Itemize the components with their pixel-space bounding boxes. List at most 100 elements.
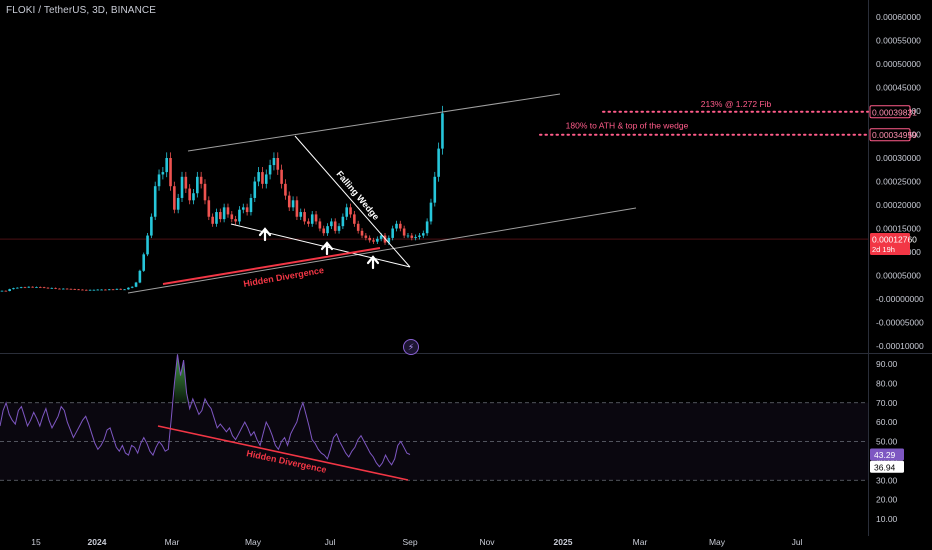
target-price-tag-1 (869, 105, 911, 119)
candle (192, 193, 195, 201)
candle (310, 214, 314, 224)
candle (173, 186, 176, 210)
target-price-tag-1-label: 0.00039831 (872, 107, 917, 117)
time-axis-tick: Nov (479, 537, 495, 547)
candle (314, 214, 318, 222)
countdown-label: 2d 19h (872, 245, 895, 254)
up-arrow-icon (366, 255, 380, 270)
time-axis-tick: May (709, 537, 726, 547)
candle (88, 289, 92, 291)
target-price-tag-2 (869, 128, 911, 142)
candle (199, 176, 203, 184)
candle (31, 286, 34, 288)
time-axis-tick: Jul (792, 537, 803, 547)
current-price-value: 0.00012760 (872, 235, 917, 245)
candle (341, 216, 345, 227)
candle (276, 158, 280, 170)
price-axis-tick: 0.00050000 (876, 59, 921, 69)
chart-title: FLOKI / TetherUS, 3D, BINANCE (6, 5, 156, 16)
candle (153, 186, 157, 217)
candle (12, 288, 15, 290)
time-axis-tick: Mar (633, 537, 648, 547)
time-axis-tick: 2024 (88, 537, 107, 547)
candle (215, 212, 218, 224)
candle (58, 288, 61, 290)
rsi-value-tag (870, 448, 904, 461)
candle (303, 212, 306, 222)
candle (353, 214, 356, 224)
candle (356, 223, 360, 231)
target-annotation-1: 213% @ 1.272 Fib (701, 99, 772, 109)
hidden-divergence-line (162, 247, 381, 285)
candle (364, 235, 368, 238)
time-axis-tick: Sep (402, 537, 417, 547)
candle (249, 197, 253, 213)
candle (84, 289, 88, 291)
candle (284, 183, 287, 196)
candle (46, 287, 50, 289)
candle (376, 238, 379, 242)
candle (69, 288, 73, 290)
candle (379, 235, 383, 239)
price-axis-tick: 0.00025000 (876, 177, 921, 187)
candle (146, 235, 149, 255)
candle (8, 289, 11, 292)
candle (119, 288, 123, 290)
candle (345, 207, 348, 217)
price-axis-tick: 0.00020000 (876, 200, 921, 210)
price-axis-tick: -0.00005000 (876, 318, 924, 328)
candle (322, 228, 326, 234)
candle (180, 176, 184, 198)
candle (92, 289, 96, 291)
candle (39, 287, 42, 288)
candle (203, 183, 207, 201)
candle (65, 288, 69, 290)
candle (130, 286, 134, 288)
price-axis-tick: 0.00005000 (876, 271, 921, 281)
candle (268, 165, 272, 175)
candle (253, 181, 257, 198)
rsi-axis-tick: 70.00 (876, 398, 898, 408)
candle (234, 219, 237, 222)
candle (35, 287, 38, 288)
candle (425, 221, 429, 234)
candle (107, 289, 111, 291)
candle (360, 230, 364, 236)
candle (23, 287, 27, 289)
candle (291, 200, 295, 208)
rsi-overbought-fill (174, 354, 209, 403)
candle (161, 172, 165, 175)
candle (399, 223, 402, 229)
candle (115, 288, 119, 290)
falling-wedge-label: Falling Wedge (334, 169, 381, 222)
candle (61, 288, 65, 290)
candle (333, 221, 337, 231)
candle (437, 148, 440, 177)
candle (387, 237, 391, 243)
wedge-lower-line (230, 223, 411, 268)
candle (422, 233, 425, 236)
lightning-icon[interactable]: ⚡ (403, 339, 419, 355)
wedge-upper-line (294, 135, 411, 268)
candle (0, 290, 4, 292)
rsi-value-label: 43.29 (874, 450, 896, 460)
candle (222, 207, 226, 220)
candle (318, 221, 322, 229)
candle (104, 289, 107, 291)
channel-lower-line (127, 207, 637, 294)
price-axis-tick: 0.00030000 (876, 153, 921, 163)
price-axis-tick: -0.00010000 (876, 341, 924, 351)
candle (123, 289, 126, 291)
candle (27, 286, 31, 288)
candle (245, 207, 249, 213)
time-axis-tick: May (245, 537, 262, 547)
time-axis-tick: Jul (325, 537, 336, 547)
candle (433, 176, 437, 203)
time-axis-tick: Mar (165, 537, 180, 547)
candle (337, 226, 341, 231)
candle (418, 235, 421, 237)
candle (111, 289, 115, 291)
price-axis-tick: 0.00045000 (876, 83, 921, 93)
candle (410, 235, 414, 238)
